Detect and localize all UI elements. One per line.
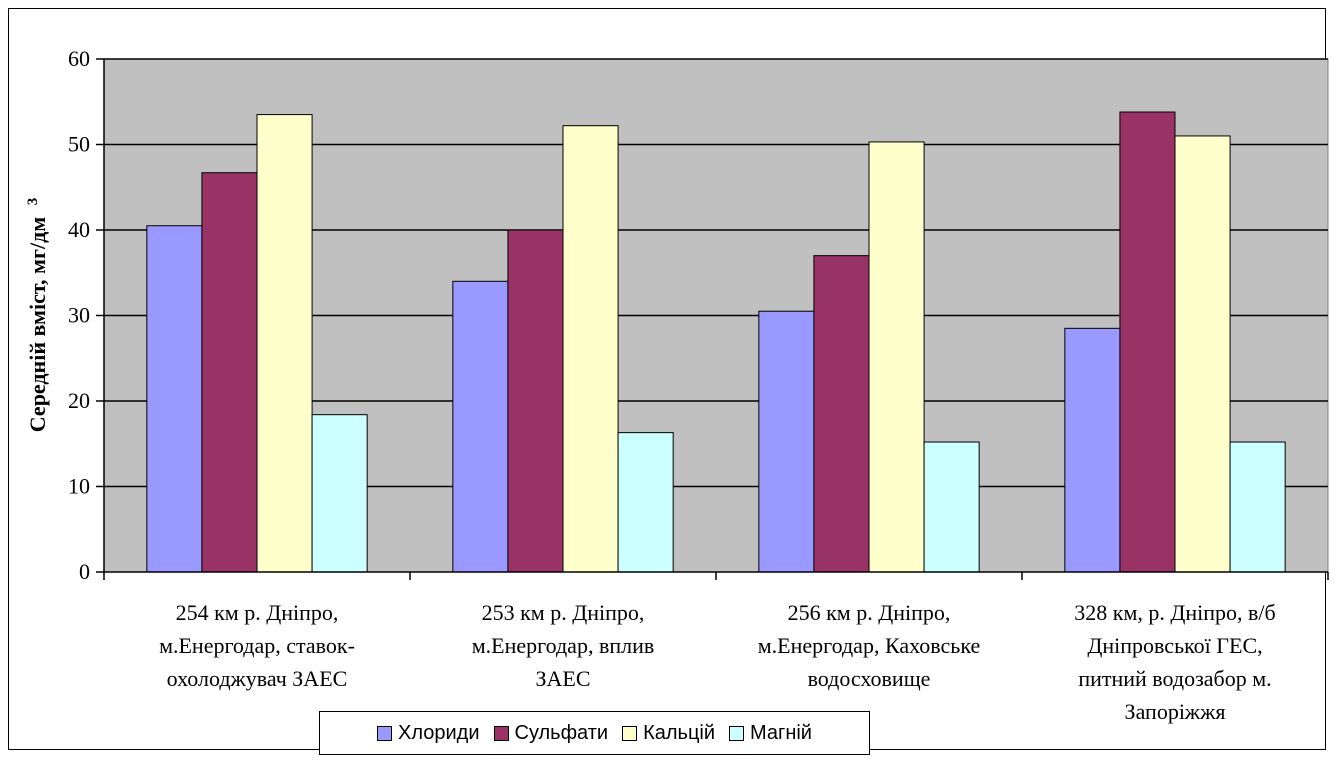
bar: [256, 114, 313, 573]
y-tick-label: 30: [68, 303, 90, 328]
category-label: 328 км, р. Дніпро, в/б Дніпровської ГЕС, п…: [1074, 600, 1275, 724]
category-label: 254 км р. Дніпро, м.Енергодар, ставок-охо…: [159, 600, 355, 691]
bar: [1064, 327, 1121, 573]
y-tick-label: 50: [68, 132, 90, 157]
bar: [813, 255, 870, 573]
bar: [201, 172, 258, 573]
legend-label: Хлориди: [398, 721, 480, 744]
y-tick-label: 40: [68, 217, 90, 242]
legend-item: Магній: [729, 722, 812, 745]
y-tick-label: 20: [68, 388, 90, 413]
legend-item: Сульфати: [493, 721, 609, 745]
y-axis-label: Середній вміст, мг/дм 3: [25, 198, 50, 432]
legend-swatch: [729, 725, 745, 741]
bar: [923, 441, 980, 573]
bar: [562, 125, 619, 573]
bar: [311, 414, 368, 573]
bar: [452, 280, 509, 573]
legend-swatch: [622, 725, 638, 741]
category-label: 253 км р. Дніпро, м.Енергодар, вплив ЗАЕС: [472, 600, 655, 691]
legend-swatch: [377, 725, 392, 741]
bar: [758, 310, 815, 573]
bar: [1174, 135, 1231, 573]
bar: [868, 141, 925, 573]
y-tick-label: 0: [79, 559, 90, 584]
bar: [507, 229, 564, 573]
legend-swatch: [493, 725, 509, 741]
legend-item: Хлориди: [377, 722, 480, 745]
y-tick-label: 10: [68, 474, 90, 499]
bar: [146, 225, 203, 573]
bar: [617, 432, 674, 573]
y-tick-label: 60: [68, 46, 90, 71]
legend-label: Магній: [750, 721, 812, 744]
bar: [1229, 441, 1286, 573]
legend-label: Кальцій: [643, 721, 716, 744]
bar: [1119, 111, 1176, 573]
category-label: 256 км р. Дніпро, м.Енергодар, Каховське в…: [758, 600, 980, 691]
legend-item: Кальцій: [622, 722, 715, 745]
legend-label: Сульфати: [514, 721, 609, 744]
legend: Хлориди Сульфати Кальцій Магній: [319, 711, 870, 755]
